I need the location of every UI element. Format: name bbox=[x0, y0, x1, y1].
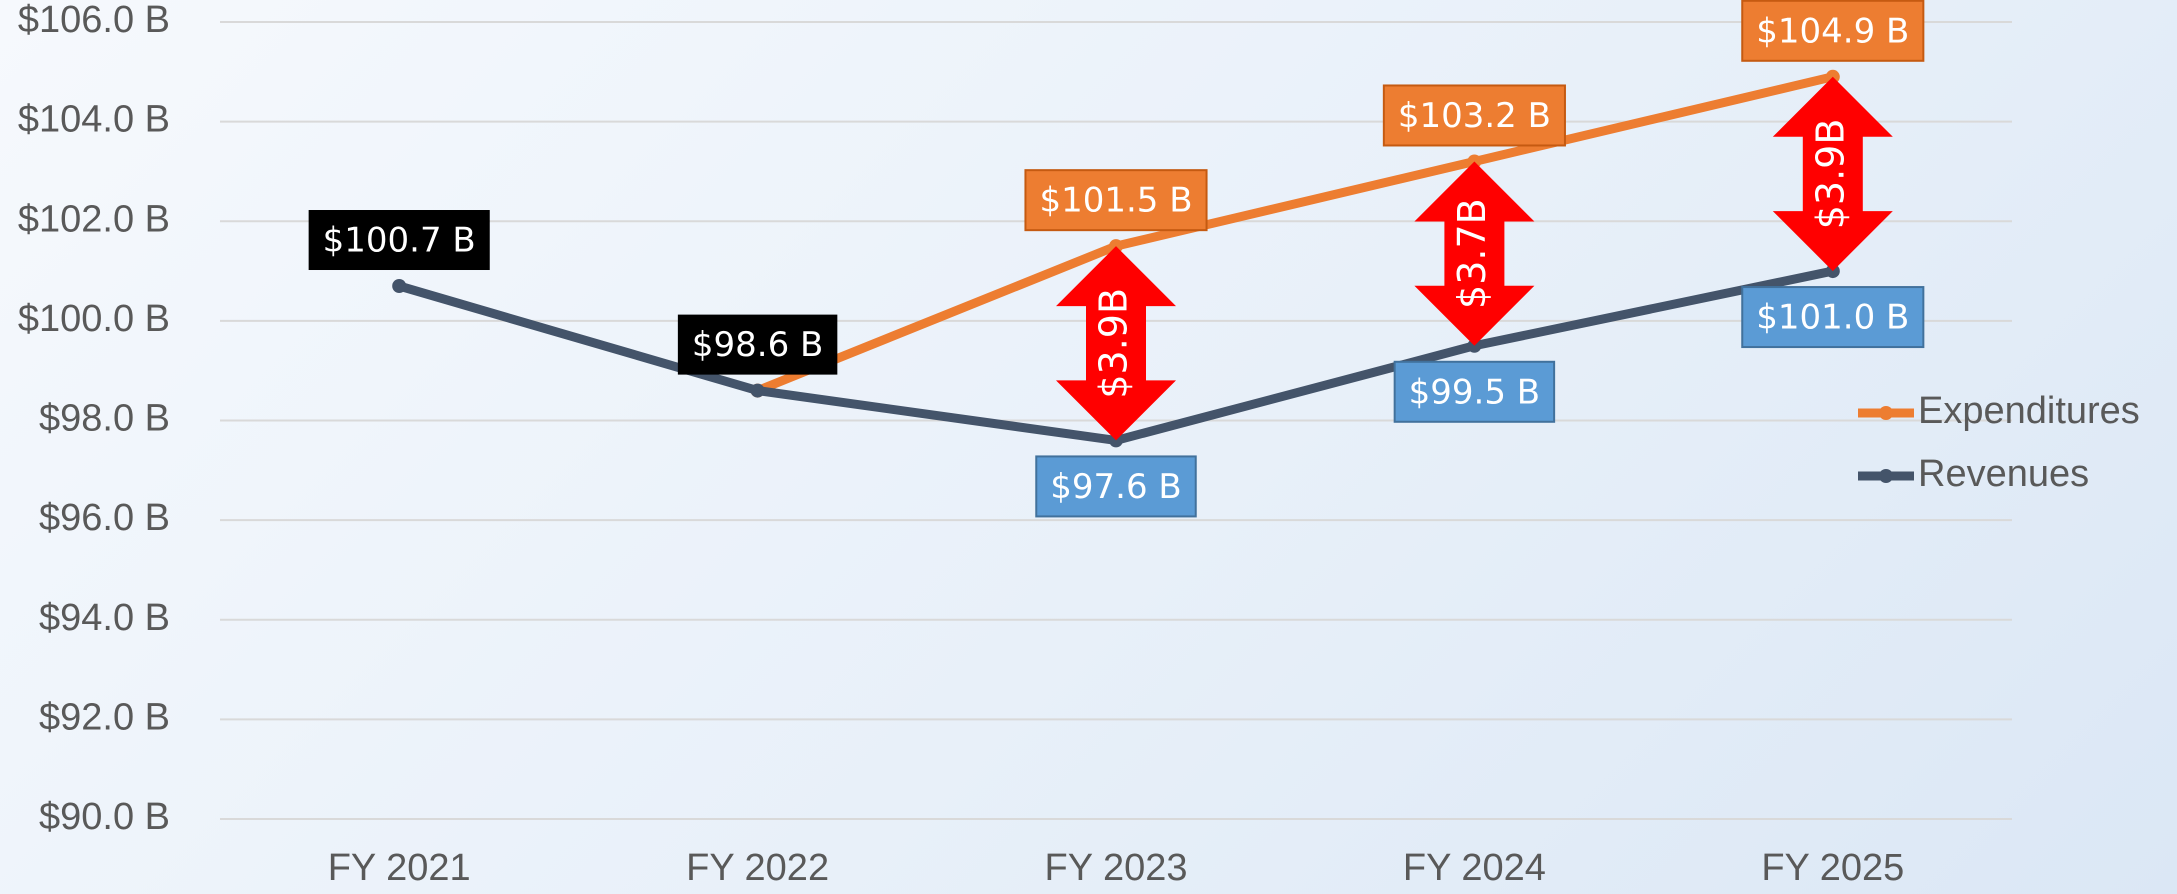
value-label-box bbox=[1741, 0, 1925, 62]
gap-arrow bbox=[1414, 161, 1535, 346]
x-tick-label: FY 2024 bbox=[1403, 847, 1546, 889]
value-label: $101.5 B bbox=[1039, 181, 1192, 221]
y-tick-label: $102.0 B bbox=[18, 198, 170, 240]
y-tick-label: $96.0 B bbox=[39, 497, 170, 539]
x-tick-label: FY 2021 bbox=[328, 847, 471, 889]
value-label: $104.9 B bbox=[1756, 11, 1909, 51]
legend-marker bbox=[1879, 469, 1893, 483]
x-tick-label: FY 2022 bbox=[686, 847, 829, 889]
y-tick-label: $104.0 B bbox=[18, 99, 170, 141]
value-label-box bbox=[1393, 360, 1556, 423]
value-label-box bbox=[1035, 455, 1197, 518]
point bbox=[750, 383, 765, 398]
legend-marker bbox=[1879, 406, 1893, 420]
y-tick-label: $92.0 B bbox=[39, 696, 170, 738]
series-line bbox=[755, 72, 1834, 395]
gap-label: $3.9B bbox=[1808, 119, 1852, 230]
value-label: $98.6 B bbox=[692, 325, 823, 365]
value-label-box bbox=[1024, 169, 1208, 232]
y-tick-label: $106.0 B bbox=[18, 0, 170, 41]
gap-arrow bbox=[1056, 246, 1176, 441]
value-label: $103.2 B bbox=[1398, 96, 1551, 136]
gap-label: $3.9B bbox=[1092, 288, 1136, 399]
legend-label: Revenues bbox=[1918, 453, 2089, 495]
legend-label: Expenditures bbox=[1918, 390, 2140, 432]
value-label-box bbox=[1382, 84, 1566, 147]
value-label: $97.6 B bbox=[1050, 467, 1181, 507]
value-label-box bbox=[677, 314, 838, 375]
x-tick-label: FY 2023 bbox=[1045, 847, 1188, 889]
value-label: $100.7 B bbox=[323, 221, 476, 261]
value-label: $99.5 B bbox=[1409, 372, 1540, 412]
y-tick-label: $90.0 B bbox=[39, 796, 170, 838]
gap-label: $3.7B bbox=[1450, 198, 1494, 309]
y-tick-label: $100.0 B bbox=[18, 298, 170, 340]
y-tick-label: $98.0 B bbox=[39, 398, 170, 440]
point bbox=[392, 279, 407, 294]
gap-arrow bbox=[1772, 76, 1893, 272]
value-label-box bbox=[1741, 286, 1925, 349]
x-tick-label: FY 2025 bbox=[1761, 847, 1904, 889]
y-tick-label: $94.0 B bbox=[39, 597, 170, 639]
value-label: $101.0 B bbox=[1756, 298, 1909, 338]
value-label-box bbox=[308, 210, 490, 271]
